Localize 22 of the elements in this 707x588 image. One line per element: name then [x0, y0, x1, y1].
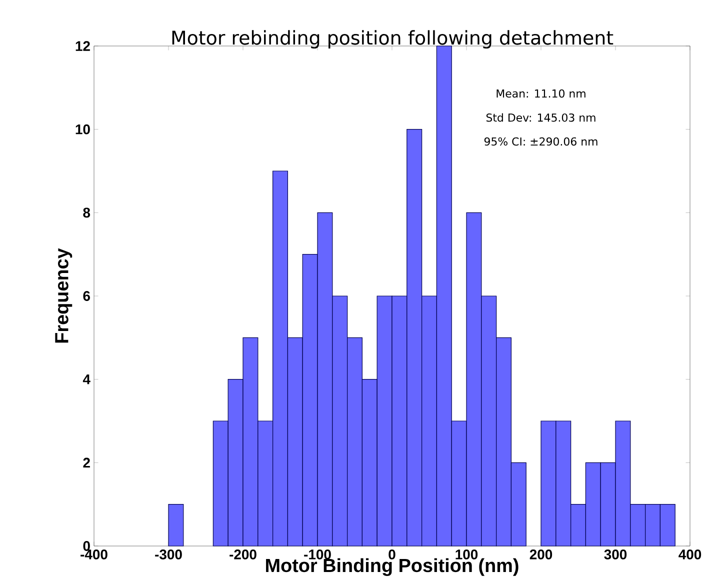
y-tick-label: 2 [83, 458, 90, 468]
y-tick-label: 10 [76, 124, 90, 134]
x-axis-title: Motor Binding Position (nm) [266, 558, 518, 576]
x-tick-label: 200 [530, 550, 552, 560]
annotation: 95% CI: ±290.06 nm [484, 137, 598, 146]
x-tick-label: -300 [155, 550, 182, 560]
y-tick-label: 4 [82, 374, 90, 384]
x-tick-label: -400 [80, 550, 108, 560]
annotation: Std Dev: 145.03 nm [486, 113, 596, 122]
x-tick-label: 0 [388, 550, 396, 560]
y-axis-title: Frequency [55, 248, 72, 343]
x-tick-label: -100 [304, 550, 331, 560]
y-tick-label: 6 [83, 291, 90, 301]
y-tick-label: 8 [83, 208, 90, 218]
x-tick-label: -200 [230, 550, 256, 560]
chart-title: Motor rebinding position following detachment [172, 30, 614, 48]
annotation: Mean: 11.10 nm [496, 89, 586, 98]
y-tick-label: 12 [76, 41, 90, 51]
x-tick-label: 400 [678, 550, 702, 560]
y-tick-label: 0 [83, 541, 90, 551]
x-tick-label: 100 [456, 550, 478, 560]
x-tick-label: 300 [604, 550, 627, 560]
